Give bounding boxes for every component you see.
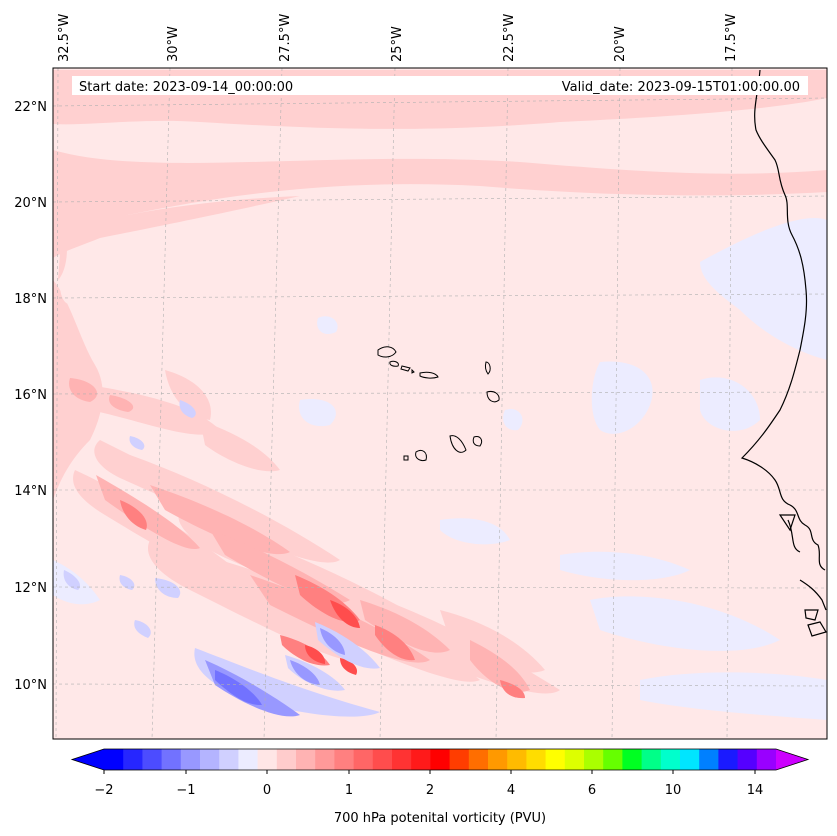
colorbar-swatch bbox=[564, 749, 585, 770]
lon-tick: 25°W bbox=[390, 26, 405, 62]
colorbar-tick: 14 bbox=[747, 783, 764, 798]
colorbar-swatch bbox=[584, 749, 604, 770]
colorbar-swatch bbox=[276, 749, 297, 770]
lat-tick: 18°N bbox=[14, 292, 47, 307]
colorbar-swatch bbox=[526, 749, 547, 770]
cape-verde-islands bbox=[377, 346, 500, 461]
colorbar bbox=[70, 748, 810, 774]
lat-tick-labels: 22°N 20°N 18°N 16°N 14°N 12°N 10°N bbox=[14, 100, 47, 693]
pv-band-subtropical bbox=[53, 150, 827, 232]
colorbar-swatch bbox=[372, 749, 393, 770]
lon-tick: 20°W bbox=[613, 26, 628, 62]
colorbar-swatch bbox=[334, 749, 355, 770]
colorbar-swatch bbox=[257, 749, 278, 770]
colorbar-swatch bbox=[161, 749, 182, 770]
colorbar-swatch bbox=[660, 749, 681, 770]
colorbar-swatch bbox=[718, 749, 739, 770]
lat-tick: 20°N bbox=[14, 196, 47, 211]
colorbar-swatch bbox=[219, 749, 239, 770]
colorbar-swatch bbox=[737, 749, 758, 770]
colorbar-swatch bbox=[392, 749, 412, 770]
pv-low-patch bbox=[591, 361, 653, 434]
colorbar-swatch bbox=[603, 749, 623, 770]
colorbar-tick: 6 bbox=[588, 783, 596, 798]
colorbar-swatch bbox=[123, 749, 143, 770]
colorbar-tick: −1 bbox=[176, 783, 195, 798]
colorbar-swatch bbox=[641, 749, 662, 770]
colorbar-tick-labels: −2 −1 0 1 2 4 6 10 14 bbox=[94, 783, 763, 798]
lat-tick: 12°N bbox=[14, 581, 47, 596]
map-frame bbox=[52, 67, 828, 740]
lon-tick: 30°W bbox=[166, 26, 181, 62]
colorbar-tick: −2 bbox=[94, 783, 113, 798]
colorbar-swatch bbox=[756, 749, 777, 770]
colorbar-tick: 0 bbox=[263, 783, 271, 798]
lon-tick: 17.5°W bbox=[724, 14, 739, 62]
colorbar-swatch bbox=[296, 749, 316, 770]
colorbar-swatch bbox=[507, 749, 527, 770]
colorbar-swatch bbox=[468, 749, 489, 770]
colorbar-swatch bbox=[200, 749, 220, 770]
colorbar-swatch bbox=[449, 749, 470, 770]
colorbar-swatch bbox=[104, 749, 124, 770]
colorbar-swatch bbox=[699, 749, 719, 770]
date-banner bbox=[72, 76, 808, 95]
lon-tick: 32.5°W bbox=[57, 14, 72, 62]
colorbar-over-arrow bbox=[776, 749, 808, 770]
pv-field bbox=[53, 68, 827, 739]
colorbar-swatch bbox=[430, 749, 451, 770]
colorbar-swatch bbox=[142, 749, 163, 770]
lon-tick: 22.5°W bbox=[502, 14, 517, 62]
colorbar-tick: 2 bbox=[426, 783, 434, 798]
colorbar-swatch bbox=[622, 749, 643, 770]
colorbar-tick: 10 bbox=[665, 783, 682, 798]
colorbar-swatch bbox=[315, 749, 335, 770]
colorbar-swatch bbox=[411, 749, 431, 770]
graticule bbox=[53, 68, 827, 739]
lat-tick: 14°N bbox=[14, 484, 47, 499]
valid-date-text: Valid_date: 2023-09-15T01:00:00.00 bbox=[562, 80, 800, 95]
colorbar-swatch bbox=[488, 749, 508, 770]
start-date-text: Start date: 2023-09-14_00:00:00 bbox=[79, 80, 293, 95]
colorbar-tick: 4 bbox=[507, 783, 515, 798]
lat-tick: 22°N bbox=[14, 100, 47, 115]
lon-tick: 27.5°W bbox=[278, 14, 293, 62]
colorbar-swatch bbox=[180, 749, 201, 770]
colorbar-swatch bbox=[238, 749, 259, 770]
pv-band-west bbox=[53, 196, 300, 258]
lat-tick: 16°N bbox=[14, 388, 47, 403]
colorbar-swatch bbox=[353, 749, 374, 770]
colorbar-swatch bbox=[680, 749, 700, 770]
lon-tick-labels: 32.5°W 30°W 27.5°W 25°W 22.5°W 20°W 17.5… bbox=[57, 14, 739, 62]
colorbar-label: 700 hPa potenital vorticity (PVU) bbox=[334, 811, 546, 826]
colorbar-under-arrow bbox=[72, 749, 104, 770]
colorbar-swatch bbox=[545, 749, 566, 770]
coastline bbox=[740, 69, 827, 637]
colorbar-tick: 1 bbox=[345, 783, 353, 798]
lat-tick: 10°N bbox=[14, 678, 47, 693]
